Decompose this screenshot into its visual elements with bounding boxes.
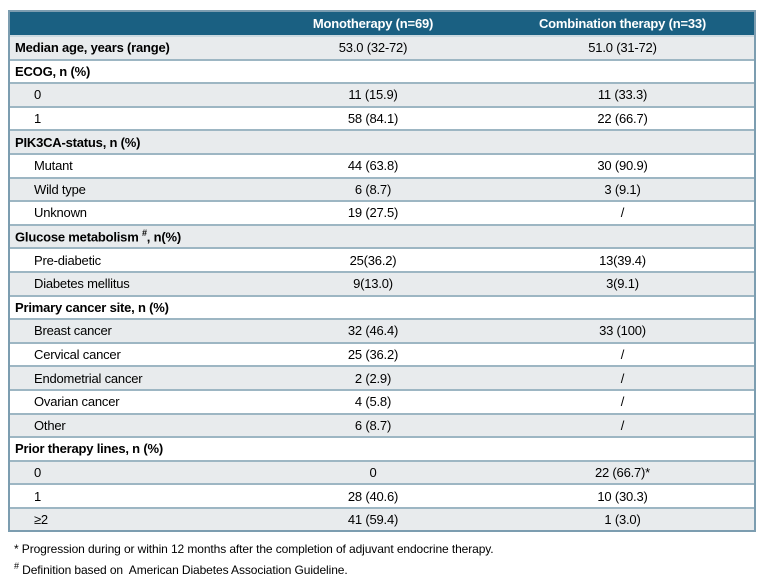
header-cell-combination: Combination therapy (n=33)	[538, 16, 707, 31]
section-header-row: PIK3CA-status, n (%)	[10, 129, 754, 153]
table-row: ≥2 41 (59.4) 1 (3.0)	[10, 506, 754, 531]
combination-value: 22 (66.7)	[597, 111, 648, 127]
monotherapy-value: 53.0 (32-72)	[338, 40, 408, 56]
footnote-text: Progression during or within 12 months a…	[18, 542, 494, 556]
row-label: Prior therapy lines, n (%)	[15, 441, 163, 457]
table-row: Pre-diabetic 25(36.2) 13(39.4)	[10, 247, 754, 271]
combination-value: 1 (3.0)	[604, 512, 641, 528]
table-row: 1 28 (40.6) 10 (30.3)	[10, 483, 754, 507]
combination-value: /	[620, 370, 625, 386]
section-header-row: ECOG, n (%)	[10, 58, 754, 83]
combination-value: 11 (33.3)	[597, 87, 648, 103]
combination-value: 30 (90.9)	[597, 158, 648, 174]
monotherapy-value: 41 (59.4)	[347, 512, 399, 528]
combination-value: /	[620, 394, 625, 410]
combination-value: 51.0 (31-72)	[588, 40, 657, 56]
combination-value: 10 (30.3)	[597, 488, 648, 504]
row-label: Mutant	[34, 158, 73, 174]
row-label: PIK3CA-status, n (%)	[15, 134, 141, 150]
monotherapy-value: 6 (8.7)	[354, 181, 392, 197]
section-header-row: Prior therapy lines, n (%)	[10, 436, 754, 460]
monotherapy-value: 11 (15.9)	[348, 87, 398, 103]
row-label: 1	[34, 488, 42, 504]
combination-value: /	[620, 417, 625, 433]
monotherapy-value: 25(36.2)	[349, 252, 397, 268]
row-label: Unknown	[34, 205, 87, 221]
table-row: Breast cancer 32 (46.4) 33 (100)	[10, 318, 754, 342]
footnote-line: * Progression during or within 12 months…	[14, 541, 494, 558]
table-row: Endometrial cancer 2 (2.9) /	[10, 365, 754, 389]
row-label: Median age, years (range)	[15, 40, 170, 56]
row-label: 0	[34, 464, 42, 480]
monotherapy-value: 9(13.0)	[353, 276, 393, 292]
table-row: 0 0 22 (66.7)*	[10, 459, 754, 484]
table-body: Median age, years (range) 53.0 (32-72) 51.…	[10, 35, 754, 531]
footnote-marker: #	[14, 561, 19, 571]
row-label: 0	[34, 87, 42, 103]
monotherapy-value: 6 (8.7)	[354, 417, 392, 433]
row-label: Other	[34, 417, 66, 433]
row-label: Pre-diabetic	[34, 252, 101, 268]
combination-value: 13(39.4)	[599, 252, 646, 268]
superscript-marker: #	[141, 228, 147, 239]
row-label: 1	[34, 111, 42, 127]
table-row: Other 6 (8.7) /	[10, 412, 754, 437]
table-row: Ovarian cancer 4 (5.8) /	[10, 388, 754, 413]
row-label: Endometrial cancer	[34, 370, 143, 386]
monotherapy-value: 32 (46.4)	[347, 323, 399, 339]
monotherapy-value: 28 (40.6)	[347, 488, 399, 504]
row-label: Diabetes mellitus	[34, 276, 130, 292]
monotherapy-value: 58 (84.1)	[347, 111, 399, 127]
monotherapy-value: 4 (5.8)	[354, 394, 392, 410]
row-label: ≥2	[34, 512, 48, 528]
table-row: Mutant 44 (63.8) 30 (90.9)	[10, 152, 754, 177]
monotherapy-value: 19 (27.5)	[347, 205, 399, 221]
row-label: Breast cancer	[34, 323, 112, 339]
table-row: 1 58 (84.1) 22 (66.7)	[10, 105, 754, 130]
footnotes: * Progression during or within 12 months…	[14, 541, 494, 579]
row-label: Primary cancer site, n (%)	[15, 299, 169, 315]
monotherapy-value: 25 (36.2)	[347, 347, 399, 363]
table-row: Cervical cancer 25 (36.2) /	[10, 341, 754, 366]
combination-value: 33 (100)	[599, 323, 646, 339]
combination-value: /	[620, 347, 625, 363]
row-label: Cervical cancer	[34, 347, 121, 363]
footnote-text: Definition based on American Diabetes As…	[18, 563, 348, 577]
monotherapy-value: 0	[369, 464, 377, 480]
table-header-row: Monotherapy (n=69) Combination therapy (…	[10, 12, 754, 35]
footnote-line: # Definition based on American Diabetes …	[14, 558, 494, 579]
table-row: Wild type 6 (8.7) 3 (9.1)	[10, 176, 754, 201]
table-row: Median age, years (range) 53.0 (32-72) 51.…	[10, 35, 754, 59]
combination-value: /	[620, 205, 625, 221]
table-row: Diabetes mellitus 9(13.0) 3(9.1)	[10, 270, 754, 295]
section-header-row: Primary cancer site, n (%)	[10, 294, 754, 319]
header-cell-monotherapy: Monotherapy (n=69)	[312, 16, 434, 31]
footnote-marker: *	[14, 542, 19, 556]
monotherapy-value: 2 (2.9)	[354, 370, 392, 386]
row-label: Wild type	[34, 181, 86, 197]
combination-value: 3(9.1)	[606, 276, 639, 292]
table-row: 0 11 (15.9) 11 (33.3)	[10, 82, 754, 106]
monotherapy-value: 44 (63.8)	[347, 158, 399, 174]
baseline-characteristics-table: Monotherapy (n=69) Combination therapy (…	[8, 10, 756, 533]
combination-value: 3 (9.1)	[604, 181, 641, 197]
row-label: Glucose metabolism #, n(%)	[15, 228, 181, 245]
row-label: Ovarian cancer	[34, 394, 120, 410]
table-row: Unknown 19 (27.5) /	[10, 200, 754, 224]
row-label: ECOG, n (%)	[15, 63, 91, 79]
section-header-row: Glucose metabolism #, n(%)	[10, 223, 754, 248]
combination-value: 22 (66.7)*	[594, 464, 651, 480]
